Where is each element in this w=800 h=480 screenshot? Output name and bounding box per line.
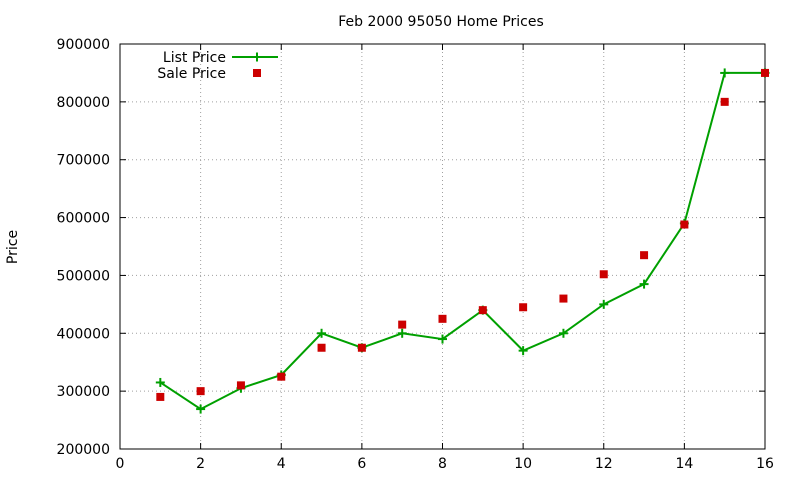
list-price-line <box>159 71 765 411</box>
list-price-point <box>720 68 730 78</box>
sale-price-point <box>196 387 205 396</box>
sale-price-point <box>317 343 326 352</box>
plot-area <box>155 68 770 414</box>
sale-price-point <box>761 68 769 77</box>
x-tick-label: 16 <box>756 456 774 472</box>
list-price-point <box>438 334 447 344</box>
list-price-point <box>558 328 568 338</box>
legend-item-list-price: List Price <box>163 50 278 66</box>
y-tick-label: 300000 <box>57 384 110 400</box>
axes: 0 2 4 6 8 10 12 14 16 200000 300000 400000 500000 600… <box>57 37 774 472</box>
y-axis-label: Price <box>5 230 21 264</box>
x-tick-label: 6 <box>357 456 366 472</box>
x-tick-label: 0 <box>116 456 125 472</box>
x-tick-label: 8 <box>438 456 447 472</box>
y-tick-label: 200000 <box>57 442 110 458</box>
y-tick-label: 500000 <box>57 268 110 284</box>
x-tick-label: 4 <box>277 456 286 472</box>
y-tick-label: 400000 <box>57 326 110 342</box>
y-tick-label: 900000 <box>57 37 110 53</box>
sale-price-point <box>277 372 286 381</box>
legend-swatch <box>232 52 278 62</box>
legend-label: List Price <box>163 50 226 66</box>
sale-price-point <box>559 294 568 303</box>
sale-price-point <box>680 220 689 229</box>
list-price-point <box>599 299 609 309</box>
sale-price-point <box>640 251 649 260</box>
sale-price-point <box>720 97 729 106</box>
y-tick-label: 600000 <box>57 211 110 227</box>
sale-price-point <box>398 320 407 329</box>
legend-item-sale-price: Sale Price <box>157 66 261 82</box>
list-price-point <box>196 404 206 414</box>
x-tick-label: 14 <box>675 456 693 472</box>
sale-price-point <box>519 303 528 312</box>
sale-price-point <box>156 392 165 401</box>
list-price-point <box>155 377 165 387</box>
list-price-point <box>518 346 528 356</box>
x-tick-label: 2 <box>196 456 205 472</box>
list-price-point <box>317 328 327 338</box>
legend-swatch <box>253 69 261 77</box>
sale-price-point <box>478 306 487 315</box>
legend-label: Sale Price <box>157 66 226 82</box>
sale-price-point <box>236 381 245 390</box>
chart-title: Feb 2000 95050 Home Prices <box>338 14 544 30</box>
x-tick-label: 12 <box>595 456 613 472</box>
x-tick-label: 10 <box>514 456 532 472</box>
list-price-point <box>397 328 407 338</box>
list-price-point <box>639 279 649 289</box>
y-tick-label: 700000 <box>57 153 110 169</box>
y-tick-label: 800000 <box>57 95 110 111</box>
sale-price-point <box>357 343 366 352</box>
sale-price-point <box>438 314 447 323</box>
sale-price-point <box>599 270 608 279</box>
